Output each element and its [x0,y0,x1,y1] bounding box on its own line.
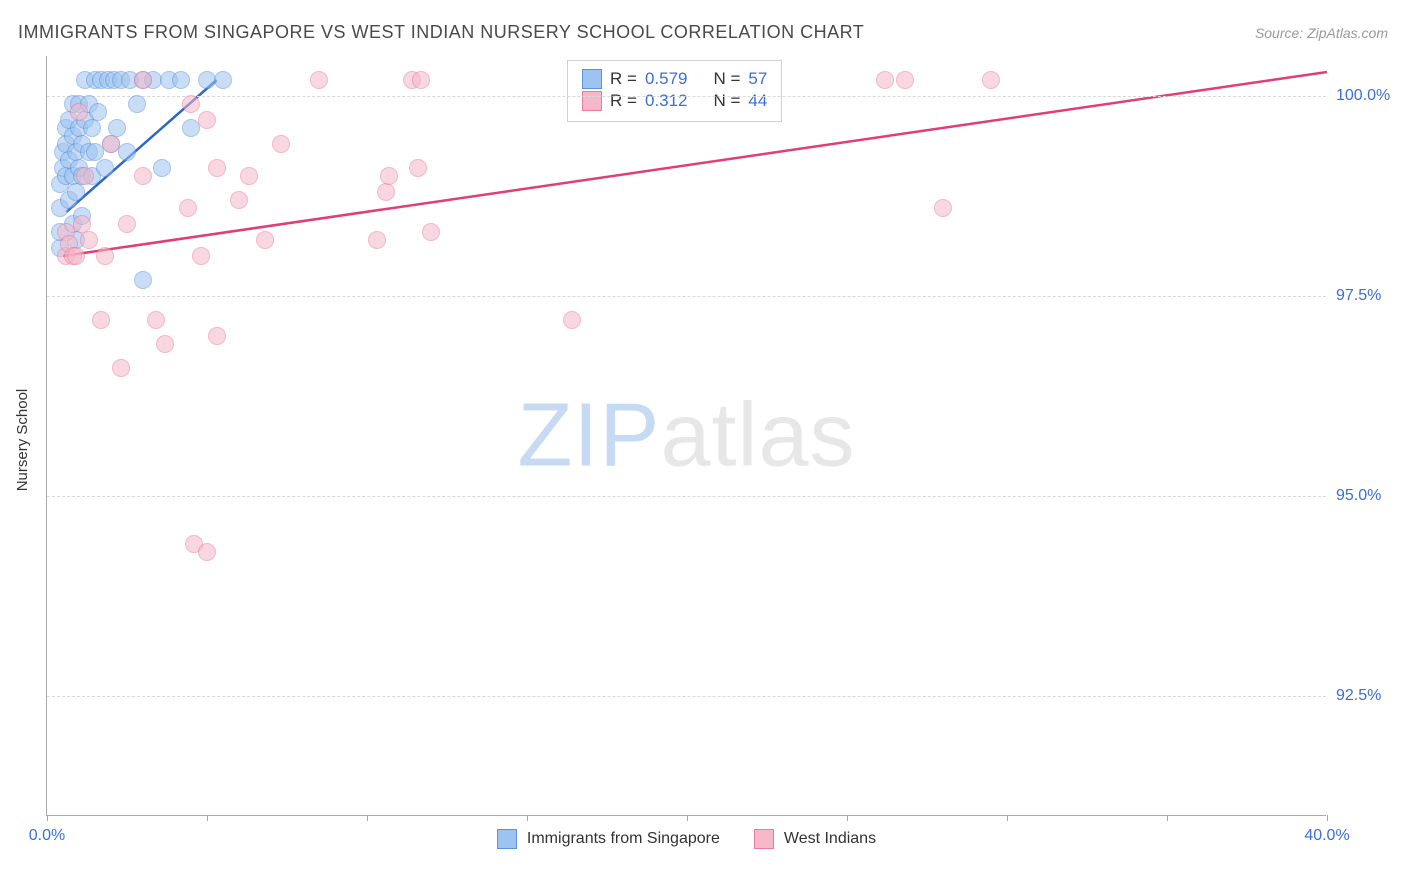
legend-label: West Indians [784,830,876,848]
source-label: Source: ZipAtlas.com [1255,25,1388,41]
scatter-point-west_indian [256,231,274,249]
scatter-point-singapore [83,119,101,137]
scatter-point-singapore [89,103,107,121]
n-label: N = [713,91,740,111]
x-tick [207,815,208,821]
scatter-point-west_indian [192,247,210,265]
n-value-westindian: 44 [748,91,767,111]
x-tick [47,815,48,821]
scatter-point-singapore [134,271,152,289]
x-tick [1007,815,1008,821]
scatter-point-west_indian [208,159,226,177]
scatter-point-west_indian [409,159,427,177]
scatter-point-west_indian [118,215,136,233]
legend-stats-row: R = 0.312 N = 44 [582,91,767,111]
scatter-point-west_indian [208,327,226,345]
y-tick-label: 100.0% [1336,87,1396,105]
n-label: N = [713,69,740,89]
x-tick-label: 0.0% [29,827,65,845]
scatter-point-west_indian [70,103,88,121]
y-axis-title: Nursery School [14,389,31,492]
chart-title: IMMIGRANTS FROM SINGAPORE VS WEST INDIAN… [18,22,864,43]
scatter-point-west_indian [80,231,98,249]
scatter-point-west_indian [934,199,952,217]
scatter-point-singapore [67,183,85,201]
legend-label: Immigrants from Singapore [527,830,720,848]
scatter-point-singapore [153,159,171,177]
gridline-h [47,696,1326,697]
scatter-point-west_indian [67,247,85,265]
scatter-point-west_indian [272,135,290,153]
r-label: R = [610,69,637,89]
x-tick [1167,815,1168,821]
scatter-point-west_indian [112,359,130,377]
scatter-point-west_indian [156,335,174,353]
bottom-legend: Immigrants from Singapore West Indians [47,829,1326,849]
scatter-point-west_indian [198,543,216,561]
scatter-point-west_indian [896,71,914,89]
scatter-point-west_indian [102,135,120,153]
x-tick [527,815,528,821]
scatter-point-singapore [214,71,232,89]
scatter-point-west_indian [876,71,894,89]
scatter-point-west_indian [412,71,430,89]
y-tick-label: 92.5% [1336,687,1396,705]
scatter-point-singapore [128,95,146,113]
y-tick-label: 95.0% [1336,487,1396,505]
x-tick [687,815,688,821]
x-tick [367,815,368,821]
x-tick-label: 40.0% [1304,827,1349,845]
x-tick [847,815,848,821]
legend-item: West Indians [754,829,876,849]
r-value-singapore: 0.579 [645,69,688,89]
legend-swatch-westindian [582,91,602,111]
r-value-westindian: 0.312 [645,91,688,111]
scatter-point-singapore [118,143,136,161]
scatter-point-west_indian [310,71,328,89]
scatter-point-west_indian [92,311,110,329]
gridline-h [47,496,1326,497]
scatter-point-west_indian [134,71,152,89]
legend-stats-box: R = 0.579 N = 57 R = 0.312 N = 44 [567,60,782,122]
scatter-point-west_indian [377,183,395,201]
scatter-point-west_indian [240,167,258,185]
scatter-point-west_indian [179,199,197,217]
scatter-point-west_indian [230,191,248,209]
legend-swatch-singapore [497,829,517,849]
scatter-point-west_indian [380,167,398,185]
trend-lines [47,56,1326,815]
scatter-point-west_indian [982,71,1000,89]
scatter-point-singapore [172,71,190,89]
scatter-point-west_indian [198,111,216,129]
scatter-point-west_indian [422,223,440,241]
gridline-h [47,96,1326,97]
scatter-point-west_indian [182,95,200,113]
legend-swatch-westindian [754,829,774,849]
legend-stats-row: R = 0.579 N = 57 [582,69,767,89]
x-tick [1327,815,1328,821]
r-label: R = [610,91,637,111]
scatter-point-west_indian [368,231,386,249]
n-value-singapore: 57 [748,69,767,89]
plot-area: ZIPatlas R = 0.579 N = 57 R = 0.312 N = … [46,56,1326,816]
title-bar: IMMIGRANTS FROM SINGAPORE VS WEST INDIAN… [18,22,1388,43]
y-tick-label: 97.5% [1336,287,1396,305]
legend-swatch-singapore [582,69,602,89]
legend-item: Immigrants from Singapore [497,829,720,849]
gridline-h [47,296,1326,297]
scatter-point-west_indian [147,311,165,329]
scatter-point-west_indian [563,311,581,329]
scatter-point-west_indian [96,247,114,265]
scatter-point-west_indian [134,167,152,185]
scatter-point-singapore [96,159,114,177]
scatter-point-west_indian [76,167,94,185]
